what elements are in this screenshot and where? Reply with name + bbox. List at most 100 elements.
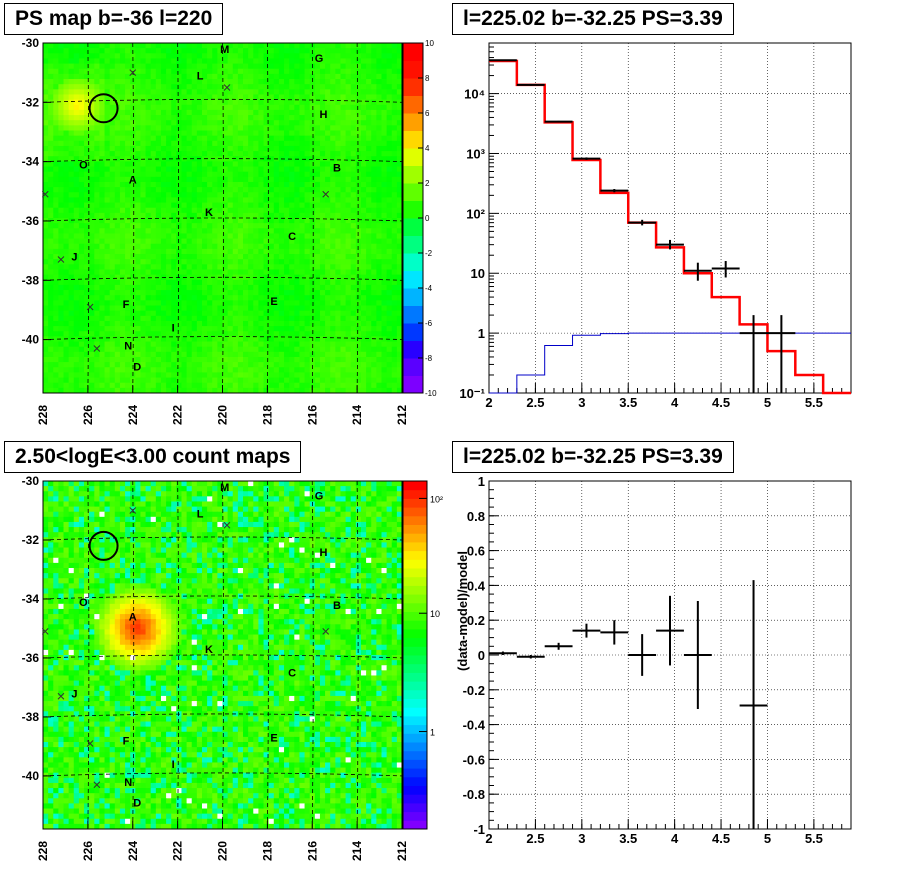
spectrum-data-point	[572, 157, 601, 160]
residual-data-point	[739, 580, 768, 829]
ps-colorbar-tick: -10	[425, 389, 437, 398]
count-source-label: C	[288, 668, 296, 680]
ps-colorbar-tick: 8	[425, 74, 430, 83]
residual-y-tick: -0.8	[463, 787, 485, 802]
spectrum-data-point	[683, 262, 712, 281]
count-source-label: K	[205, 644, 213, 656]
spectrum-series-line	[489, 332, 851, 394]
count-source-label: M	[220, 482, 229, 494]
count-colorbar-cell	[403, 585, 427, 595]
spectrum-x-tick: 5	[764, 395, 771, 410]
residual-x-tick: 3.5	[619, 831, 637, 846]
count-colorbar-cell	[403, 663, 427, 673]
ps-x-tick: 214	[350, 405, 364, 425]
count-colorbar-cell	[403, 524, 427, 534]
count-source-label: B	[333, 600, 341, 612]
residual-y-tick: -0.2	[463, 683, 485, 698]
residual-x-tick: 4	[671, 831, 679, 846]
count-colorbar-frame	[402, 480, 428, 830]
ps-colorbar-tick: -4	[425, 284, 433, 293]
count-source-label: G	[315, 491, 324, 503]
ps-colorbar-cell	[403, 340, 423, 359]
count-colorbar-cell	[403, 672, 427, 682]
count-colorbar-cell	[403, 768, 427, 778]
ps-colorbar-cell	[403, 148, 423, 166]
ps-colorbar-tick: -8	[425, 354, 433, 363]
residual-data-point	[628, 634, 657, 676]
spectrum-grid	[489, 43, 851, 393]
count-x-tick: 212	[395, 841, 409, 861]
spectrum-y-tick: 10⁻¹	[459, 386, 485, 401]
ps-colorbar-cell	[403, 113, 423, 131]
count-colorbar-cell	[403, 759, 427, 769]
count-x-tick: 218	[260, 841, 274, 861]
ps-source-label: M	[220, 44, 229, 56]
ps-source-cross	[223, 84, 231, 91]
ps-colorbar-tick: 4	[425, 144, 430, 153]
count-colorbar-cell	[403, 646, 427, 656]
ps-source-label: A	[129, 174, 137, 186]
spectrum-x-tick: 3	[578, 395, 585, 410]
ps-x-tick: 218	[260, 405, 274, 425]
count-colorbar-cell	[403, 568, 427, 578]
residual-y-tick: -0.4	[463, 718, 486, 733]
spectrum-data-point	[600, 189, 629, 193]
residual-y-label: (data-model)/model	[455, 551, 470, 671]
count-colorbar-cell	[403, 811, 427, 821]
count-x-tick: 226	[81, 841, 95, 861]
count-colorbar-cell	[403, 498, 427, 508]
ps-source-cross	[93, 345, 101, 352]
ps-x-tick: 220	[216, 405, 230, 425]
count-colorbar-cell	[403, 681, 427, 691]
ps-colorbar-tick: 2	[425, 179, 430, 188]
spectrum-x-tick: 5.5	[805, 395, 823, 410]
ps-source-label: O	[79, 160, 88, 172]
spectrum-y-tick: 10²	[466, 206, 485, 221]
ps-source-label: J	[71, 252, 77, 264]
count-colorbar-cell	[403, 550, 427, 560]
ps-colorbar-cell	[403, 43, 423, 61]
residual-x-tick: 5.5	[805, 831, 823, 846]
count-roi-circle	[88, 530, 119, 561]
ps-y-tick: -32	[22, 95, 40, 109]
ps-x-tick: 228	[36, 405, 50, 425]
ps-colorbar-cell	[403, 183, 423, 201]
ps-source-label: F	[123, 299, 130, 311]
ps-colorbar-cell	[403, 130, 423, 149]
count-source-label: O	[79, 597, 88, 609]
ps-source-label: G	[315, 53, 324, 65]
spectrum-x-tick: 4	[671, 395, 679, 410]
residual-x-tick: 2	[485, 831, 492, 846]
residual-data-point	[600, 620, 629, 645]
ps-source-cross	[86, 303, 94, 311]
count-source-cross	[57, 692, 65, 700]
spectrum-x-tick: 4.5	[712, 395, 730, 410]
count-colorbar-cell	[403, 594, 427, 604]
count-colorbar-cell	[403, 707, 427, 717]
ps-source-label: K	[205, 207, 213, 219]
count-source-label: H	[319, 547, 327, 559]
ps-source-label: E	[270, 296, 277, 308]
count-colorbar-cell	[403, 802, 427, 813]
ps-y-tick: -36	[22, 214, 40, 228]
count-colorbar-cell	[403, 576, 427, 586]
count-source-label: N	[124, 777, 132, 789]
count-colorbar-cell	[403, 750, 427, 760]
residual-y-tick: 0.8	[467, 509, 485, 524]
ps-colorbar-cell	[403, 218, 423, 236]
count-colorbar-cell	[403, 785, 427, 795]
count-colorbar-cell	[403, 724, 427, 734]
count-colorbar-cell	[403, 820, 427, 830]
residual-y-tick: 0	[478, 648, 485, 663]
spectrum-data-point	[544, 120, 573, 123]
spectrum-data-point	[489, 59, 517, 62]
ps-colorbar-tick: 0	[425, 214, 430, 223]
ps-colorbar-tick: 10	[425, 39, 434, 48]
residual-data-point	[516, 655, 545, 659]
residual-y-tick: 1	[478, 474, 485, 489]
ps-colorbar-cell	[403, 270, 423, 289]
count-y-tick: -36	[22, 651, 40, 665]
count-colorbar-cell	[403, 698, 427, 708]
count-colorbar-cell	[403, 637, 427, 647]
ps-x-tick: 212	[395, 405, 409, 425]
